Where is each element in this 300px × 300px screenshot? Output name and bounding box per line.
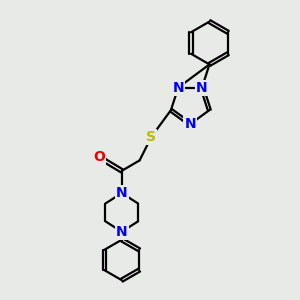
Text: N: N bbox=[116, 225, 128, 239]
Text: N: N bbox=[172, 81, 184, 94]
Text: O: O bbox=[94, 150, 105, 164]
Text: S: S bbox=[146, 130, 157, 144]
Text: N: N bbox=[196, 81, 208, 94]
Text: N: N bbox=[184, 117, 196, 131]
Text: N: N bbox=[116, 186, 128, 200]
